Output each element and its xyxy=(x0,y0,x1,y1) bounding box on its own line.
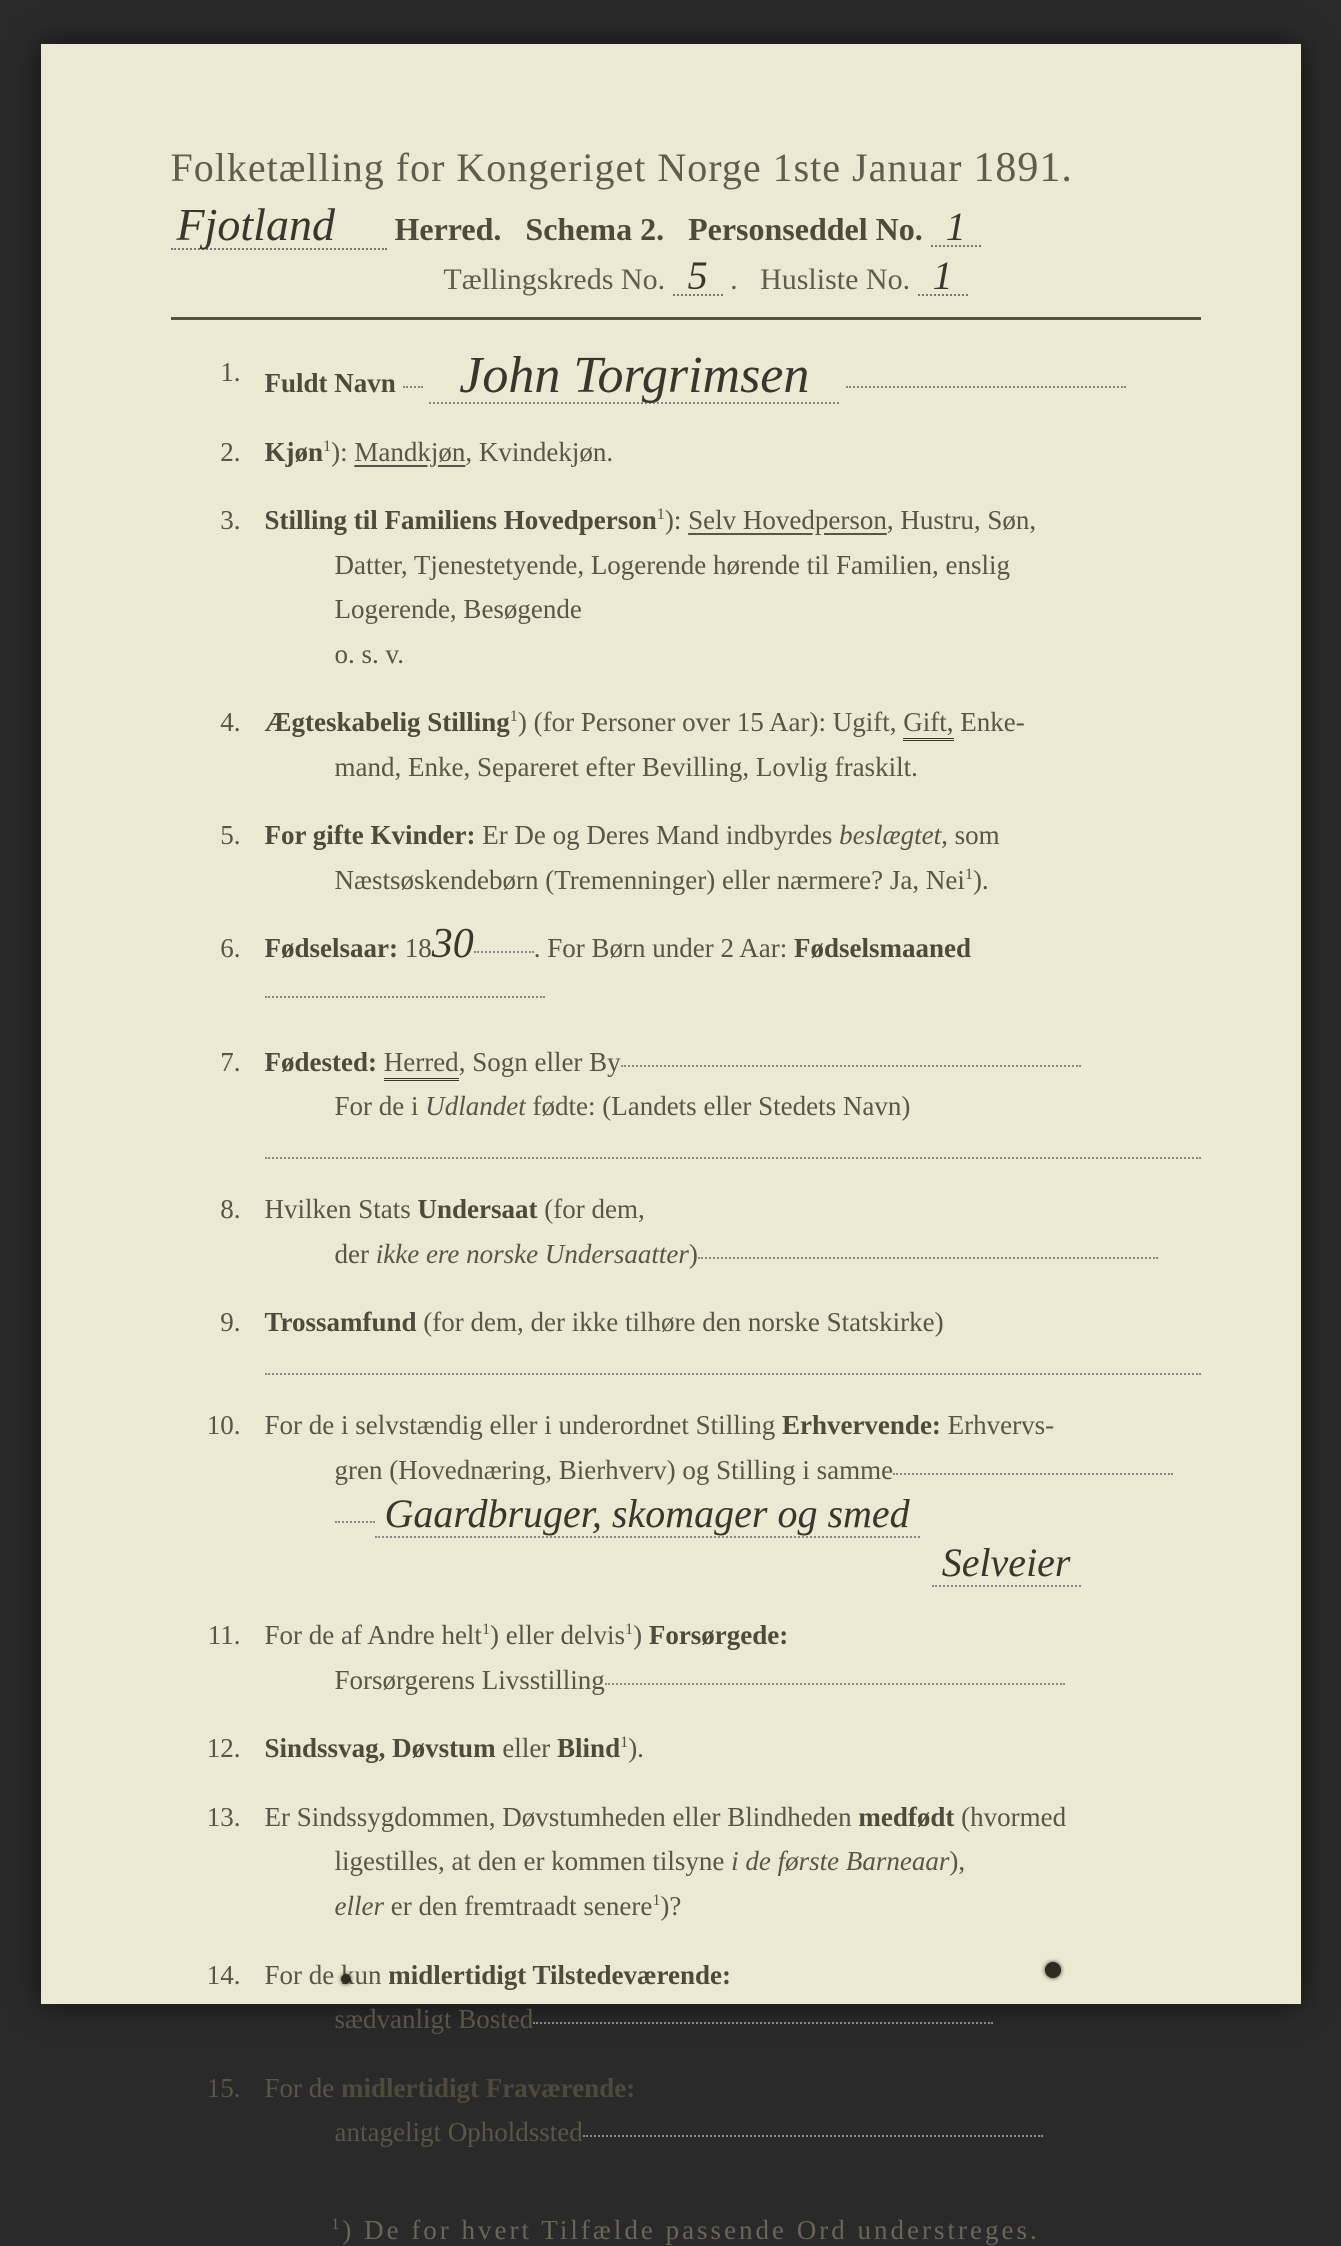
item-1: 1. Fuldt Navn John Torgrimsen xyxy=(171,350,1201,406)
item-15: 15. For de midlertidigt Fraværende: anta… xyxy=(171,2066,1201,2155)
item-body: Fødested: Herred, Sogn eller By For de i… xyxy=(265,1040,1201,1163)
label: Kjøn xyxy=(265,437,324,467)
label: Fødested: xyxy=(265,1047,377,1077)
item-number: 1. xyxy=(171,350,265,406)
schema-label: Schema 2. xyxy=(525,211,664,248)
kreds-label: Tællingskreds No. xyxy=(443,263,665,296)
line: o. s. v. xyxy=(265,632,1201,677)
item-7: 7. Fødested: Herred, Sogn eller By For d… xyxy=(171,1040,1201,1163)
label: Stilling til Familiens Hovedperson xyxy=(265,505,657,535)
item-body: Ægteskabelig Stilling1) (for Personer ov… xyxy=(265,700,1201,789)
item-number: 14. xyxy=(171,1953,265,2042)
item-number: 4. xyxy=(171,700,265,789)
item-number: 5. xyxy=(171,813,265,902)
item-body: Sindssvag, Døvstum eller Blind1). xyxy=(265,1726,1201,1771)
line: Datter, Tjenestetyende, Logerende hørend… xyxy=(265,543,1201,588)
personseddel-label: Personseddel No. xyxy=(688,211,923,248)
ink-spot xyxy=(1045,1962,1061,1978)
item-number: 12. xyxy=(171,1726,265,1771)
line: Næstsøskendebørn (Tremenninger) eller næ… xyxy=(265,858,1201,903)
item-body: Hvilken Stats Undersaat (for dem, der ik… xyxy=(265,1187,1201,1276)
sex-selected: Mandkjøn xyxy=(354,437,465,467)
item-number: 13. xyxy=(171,1795,265,1929)
item-body: Stilling til Familiens Hovedperson1): Se… xyxy=(265,498,1201,676)
label: Fødselsaar: xyxy=(265,933,398,963)
item-number: 8. xyxy=(171,1187,265,1276)
label: For gifte Kvinder: xyxy=(265,820,476,850)
name-value: John Torgrimsen xyxy=(429,350,839,404)
title-text: Folketælling for Kongeriget Norge 1ste J… xyxy=(171,145,963,190)
ink-spot xyxy=(341,1974,351,1984)
item-body: Er Sindssygdommen, Døvstumheden eller Bl… xyxy=(265,1795,1201,1929)
form-items: 1. Fuldt Navn John Torgrimsen 2. Kjøn1):… xyxy=(171,350,1201,2155)
occupation-line-1: Gaardbruger, skomager og smed xyxy=(265,1492,1201,1541)
husliste-no: 1 xyxy=(918,258,968,296)
line: eller er den fremtraadt senere1)? xyxy=(265,1884,1201,1929)
line: Logerende, Besøgende xyxy=(265,587,1201,632)
item-3: 3. Stilling til Familiens Hovedperson1):… xyxy=(171,498,1201,676)
census-form-page: Folketælling for Kongeriget Norge 1ste J… xyxy=(41,44,1301,2004)
item-body: For de af Andre helt1) eller delvis1) Fo… xyxy=(265,1613,1201,1702)
footnote: 1) De for hvert Tilfælde passende Ord un… xyxy=(171,2215,1201,2246)
item-number: 2. xyxy=(171,430,265,475)
item-2: 2. Kjøn1): Mandkjøn, Kvindekjøn. xyxy=(171,430,1201,475)
item-11: 11. For de af Andre helt1) eller delvis1… xyxy=(171,1613,1201,1702)
item-8: 8. Hvilken Stats Undersaat (for dem, der… xyxy=(171,1187,1201,1276)
item-6: 6. Fødselsaar: 1830. For Børn under 2 Aa… xyxy=(171,926,1201,1015)
item-5: 5. For gifte Kvinder: Er De og Deres Man… xyxy=(171,813,1201,902)
item-number: 9. xyxy=(171,1300,265,1379)
item-body: For de i selvstændig eller i underordnet… xyxy=(265,1403,1201,1589)
item-10: 10. For de i selvstændig eller i underor… xyxy=(171,1403,1201,1589)
herred-label: Herred. xyxy=(395,211,502,248)
item-number: 15. xyxy=(171,2066,265,2155)
relation-selected: Selv Hovedperson xyxy=(688,505,887,535)
item-body: Kjøn1): Mandkjøn, Kvindekjøn. xyxy=(265,430,1201,475)
kreds-no: 5 xyxy=(673,258,723,296)
line: mand, Enke, Separeret efter Bevilling, L… xyxy=(265,745,1201,790)
herred-value: Fjotland xyxy=(171,202,387,250)
item-number: 6. xyxy=(171,926,265,1015)
item-number: 7. xyxy=(171,1040,265,1163)
item-4: 4. Ægteskabelig Stilling1) (for Personer… xyxy=(171,700,1201,789)
subtitle-line-1: Fjotland Herred. Schema 2. Personseddel … xyxy=(171,202,1201,250)
line: Forsørgerens Livsstilling xyxy=(265,1658,1201,1703)
line: For de i Udlandet fødte: (Landets eller … xyxy=(265,1084,1201,1129)
personseddel-no: 1 xyxy=(931,209,981,247)
label: Fuldt Navn xyxy=(265,368,396,398)
item-body: Fødselsaar: 1830. For Børn under 2 Aar: … xyxy=(265,926,1201,1015)
line: gren (Hovednæring, Bierhverv) og Stillin… xyxy=(265,1448,1201,1493)
line: ligestilles, at den er kommen tilsyne i … xyxy=(265,1839,1201,1884)
item-body: Trossamfund (for dem, der ikke tilhøre d… xyxy=(265,1300,1201,1379)
husliste-label: Husliste No. xyxy=(760,263,910,296)
item-number: 11. xyxy=(171,1613,265,1702)
birthyear-value: 30 xyxy=(432,921,474,967)
item-9: 9. Trossamfund (for dem, der ikke tilhør… xyxy=(171,1300,1201,1379)
occupation-line-2: Selveier xyxy=(265,1541,1201,1590)
marital-selected: Gift, xyxy=(903,707,953,741)
item-body: For de midlertidigt Fraværende: antageli… xyxy=(265,2066,1201,2155)
page-title: Folketælling for Kongeriget Norge 1ste J… xyxy=(171,144,1201,192)
item-body: Fuldt Navn John Torgrimsen xyxy=(265,350,1201,406)
item-12: 12. Sindssvag, Døvstum eller Blind1). xyxy=(171,1726,1201,1771)
title-year: 1891. xyxy=(973,145,1073,191)
line: der ikke ere norske Undersaatter) xyxy=(265,1232,1201,1277)
divider xyxy=(171,317,1201,320)
subtitle-line-2: Tællingskreds No. 5 . Husliste No. 1 xyxy=(171,258,1201,297)
item-13: 13. Er Sindssygdommen, Døvstumheden elle… xyxy=(171,1795,1201,1929)
item-number: 10. xyxy=(171,1403,265,1589)
label: Trossamfund xyxy=(265,1307,417,1337)
label: Ægteskabelig Stilling xyxy=(265,707,510,737)
item-number: 3. xyxy=(171,498,265,676)
birthplace-selected: Herred xyxy=(384,1047,459,1081)
line: sædvanligt Bosted xyxy=(265,1997,1201,2042)
item-body: For gifte Kvinder: Er De og Deres Mand i… xyxy=(265,813,1201,902)
line: antageligt Opholdssted xyxy=(265,2110,1201,2155)
